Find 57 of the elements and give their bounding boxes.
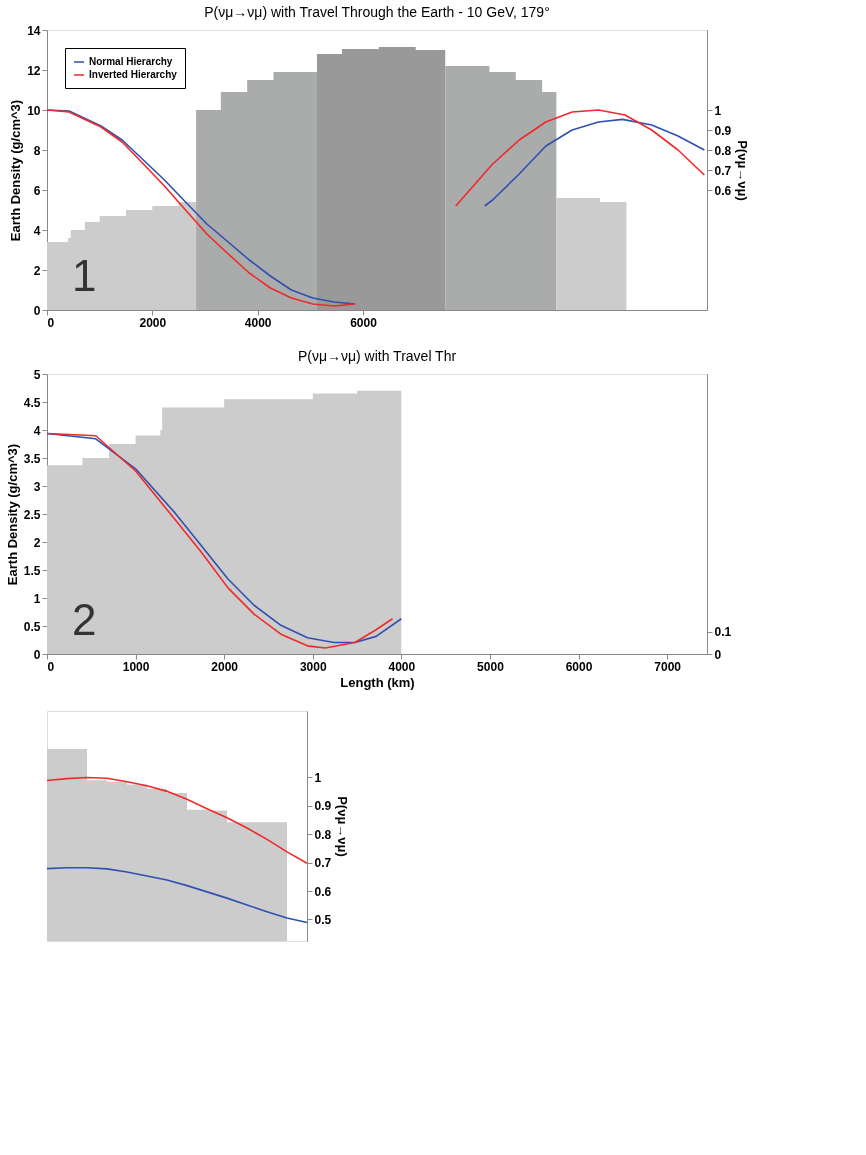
- y-axis-title: Earth Density (g/cm^3): [8, 99, 24, 242]
- chart-title: P(νμ→νμ) with Travel Thr: [297, 348, 457, 364]
- chart-title: P(νμ→νμ) with Travel Through the Earth - 10 GeV, 179°: [204, 4, 550, 20]
- y-tick-label: 0.5: [23, 619, 41, 634]
- y2-tick-label: 1: [714, 103, 722, 118]
- y-tick-label: 0.9: [314, 799, 332, 814]
- y-tick-label: 3.5: [23, 451, 41, 466]
- y-tick-label: 14: [27, 23, 41, 38]
- y-tick-label: 8: [33, 143, 41, 158]
- y-tick-label: 1: [314, 770, 322, 785]
- y-tick-label: 10: [27, 103, 41, 118]
- y-tick-label: 0.6: [314, 884, 332, 899]
- x-tick-label: 5000: [477, 659, 505, 674]
- x-tick-label: 6000: [350, 315, 378, 330]
- y-tick-label: 6: [33, 183, 41, 198]
- y-tick-label: 0.8: [314, 827, 332, 842]
- x-tick-label: 2000: [211, 659, 239, 674]
- y2-tick-label: 0.8: [714, 143, 732, 158]
- y2-tick-label: 0.7: [714, 163, 732, 178]
- x-axis-title: Length (km): [340, 674, 415, 690]
- x-tick-label: 7000: [654, 659, 682, 674]
- y-tick-label: 0: [33, 647, 41, 662]
- y-tick-label: 4: [33, 423, 41, 438]
- y-tick-label: 0.7: [314, 856, 332, 871]
- x-tick-label: 0: [47, 315, 55, 330]
- x-tick-label: 6000: [565, 659, 593, 674]
- y-tick-label: 12: [27, 63, 41, 78]
- y-tick-label: 4.5: [23, 395, 41, 410]
- y-tick-label: 5: [33, 367, 41, 382]
- y-tick-label: 4: [33, 223, 41, 238]
- y-tick-label: 2.5: [23, 507, 41, 522]
- y2-tick-label: 0.1: [714, 625, 732, 640]
- x-tick-label: 4000: [244, 315, 272, 330]
- y-tick-label: 3: [33, 479, 41, 494]
- annotation: 1: [72, 251, 97, 300]
- y-tick-label: 0: [33, 303, 41, 318]
- y-tick-label: 2: [33, 263, 41, 278]
- line-series: [46, 776, 308, 864]
- y-tick-label: 2: [33, 535, 41, 550]
- y-axis-title: P(νμ→νμ): [335, 796, 351, 857]
- y-tick-label: 1.5: [23, 563, 41, 578]
- y-tick-label: 0.5: [314, 912, 332, 927]
- y2-tick-label: 0.9: [714, 123, 732, 138]
- x-tick-label: 1000: [122, 659, 150, 674]
- annotation: 2: [72, 595, 97, 644]
- y2-axis-title: P(νμ→νμ): [735, 140, 751, 201]
- x-tick-label: 2000: [139, 315, 167, 330]
- x-tick-label: 4000: [388, 659, 416, 674]
- y-tick-label: 1: [33, 591, 41, 606]
- line-series: [46, 866, 308, 924]
- y2-tick-label: 0.6: [714, 183, 732, 198]
- x-tick-label: 0: [47, 659, 55, 674]
- legend-label: Inverted Hierarchy: [89, 69, 178, 80]
- y-axis-title: Earth Density (g/cm^3): [4, 443, 20, 586]
- y2-tick-label: 0: [714, 647, 722, 662]
- legend-label: Normal Hierarchy: [89, 56, 173, 67]
- x-tick-label: 3000: [299, 659, 327, 674]
